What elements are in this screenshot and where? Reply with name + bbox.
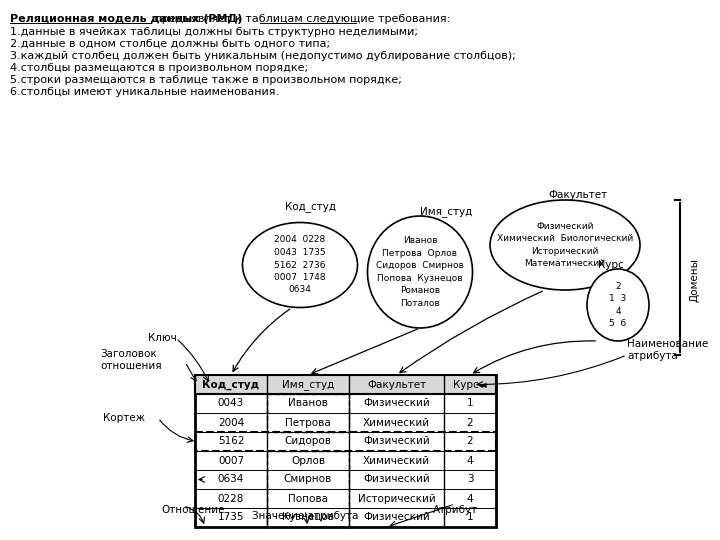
Text: Курс◄: Курс◄ xyxy=(453,380,487,389)
Text: 4: 4 xyxy=(467,494,473,503)
Bar xyxy=(267,394,349,432)
Text: 2: 2 xyxy=(467,417,473,428)
Text: Физический: Физический xyxy=(363,475,430,484)
Text: Смирнов: Смирнов xyxy=(284,475,332,484)
Text: 3.каждый столбец должен быть уникальным (недопустимо дублирование столбцов);: 3.каждый столбец должен быть уникальным … xyxy=(10,51,516,61)
Bar xyxy=(195,375,496,527)
Text: Наименование
атрибута: Наименование атрибута xyxy=(627,339,708,361)
Text: Физический: Физический xyxy=(363,399,430,408)
Text: Код_студ: Код_студ xyxy=(202,380,260,390)
Text: 1: 1 xyxy=(467,399,473,408)
Text: Попова: Попова xyxy=(288,494,328,503)
Ellipse shape xyxy=(490,200,640,290)
Text: Имя_студ: Имя_студ xyxy=(420,206,472,218)
Text: 2004  0228
0043  1735
5162  2736
0007  1748
0634: 2004 0228 0043 1735 5162 2736 0007 1748 … xyxy=(274,235,326,294)
Ellipse shape xyxy=(587,269,649,341)
Text: 2004: 2004 xyxy=(218,417,244,428)
Text: Орлов: Орлов xyxy=(291,456,325,465)
Text: 4.столбцы размещаются в произвольном порядке;: 4.столбцы размещаются в произвольном пор… xyxy=(10,63,308,73)
Ellipse shape xyxy=(243,222,358,307)
Text: 0007: 0007 xyxy=(218,456,244,465)
Text: Отношение: Отношение xyxy=(161,505,225,515)
Text: Химический: Химический xyxy=(363,456,430,465)
Text: 5.строки размещаются в таблице также в произвольном порядке;: 5.строки размещаются в таблице также в п… xyxy=(10,75,402,85)
Bar xyxy=(195,432,496,451)
Text: 1735: 1735 xyxy=(217,512,244,523)
Text: Курс: Курс xyxy=(598,260,624,270)
Text: 1: 1 xyxy=(467,512,473,523)
Text: Факультет: Факультет xyxy=(548,190,607,200)
Text: 0634: 0634 xyxy=(218,475,244,484)
Ellipse shape xyxy=(367,216,472,328)
Text: Физический: Физический xyxy=(363,512,430,523)
Text: 0228: 0228 xyxy=(218,494,244,503)
Text: Заголовок
отношения: Заголовок отношения xyxy=(100,349,161,371)
Text: Реляционная модель данных (РМД): Реляционная модель данных (РМД) xyxy=(10,14,243,24)
Text: Химический: Химический xyxy=(363,417,430,428)
Text: Ключ: Ключ xyxy=(148,333,176,343)
Text: Иванов
Петрова  Орлов
Сидоров  Смирнов
Попова  Кузнецов
Романов
Поталов: Иванов Петрова Орлов Сидоров Смирнов Поп… xyxy=(376,237,464,308)
Text: Петрова: Петрова xyxy=(285,417,331,428)
Text: Сидоров: Сидоров xyxy=(284,436,331,447)
Text: предъявляет к таблицам следующие требования:: предъявляет к таблицам следующие требова… xyxy=(151,14,450,24)
Text: Значение атрибута: Значение атрибута xyxy=(252,511,358,521)
Text: 2.данные в одном столбце должны быть одного типа;: 2.данные в одном столбце должны быть одн… xyxy=(10,39,330,49)
Text: Кузнецов: Кузнецов xyxy=(282,512,334,523)
Text: Имя_студ: Имя_студ xyxy=(282,379,334,390)
Text: 5162: 5162 xyxy=(217,436,244,447)
Text: Физический
Химический  Биологический
Исторический
Математический: Физический Химический Биологический Исто… xyxy=(497,222,633,268)
Bar xyxy=(267,451,349,527)
Text: Домены: Домены xyxy=(689,258,699,302)
Text: 2
1  3
4
5  6: 2 1 3 4 5 6 xyxy=(609,282,626,328)
Text: 1.данные в ячейках таблицы должны быть структурно неделимыми;: 1.данные в ячейках таблицы должны быть с… xyxy=(10,27,418,37)
Text: 2: 2 xyxy=(467,436,473,447)
Text: 3: 3 xyxy=(467,475,473,484)
Text: 6.столбцы имеют уникальные наименования.: 6.столбцы имеют уникальные наименования. xyxy=(10,87,279,97)
Bar xyxy=(195,375,496,394)
Text: Физический: Физический xyxy=(363,436,430,447)
Text: Факультет: Факультет xyxy=(367,380,426,389)
Text: Код_студ: Код_студ xyxy=(285,201,336,212)
Text: 0043: 0043 xyxy=(218,399,244,408)
Text: Иванов: Иванов xyxy=(288,399,328,408)
Text: Исторический: Исторический xyxy=(358,494,436,503)
Text: 4: 4 xyxy=(467,456,473,465)
Text: Кортеж: Кортеж xyxy=(103,413,145,423)
Text: Атрибут: Атрибут xyxy=(433,505,477,515)
